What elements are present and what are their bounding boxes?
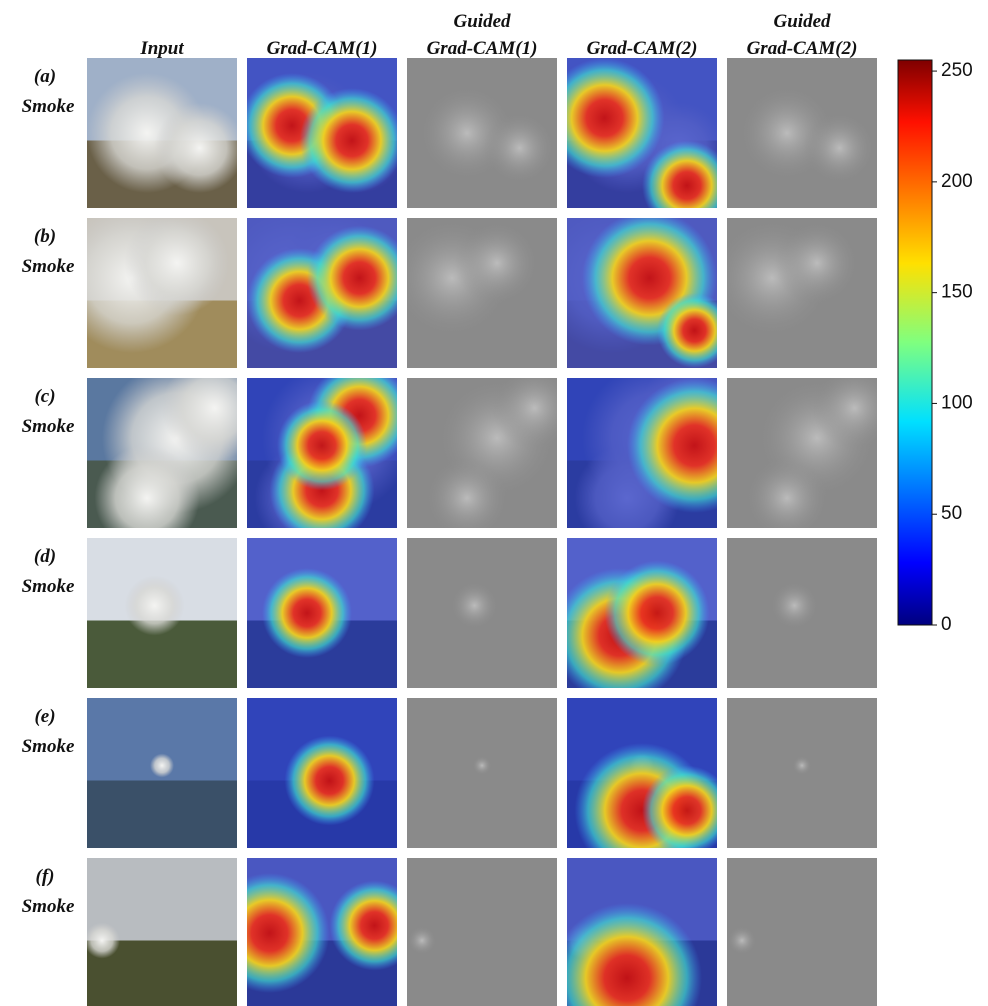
column-header: Input: [139, 38, 184, 59]
row-label: (d): [34, 546, 56, 567]
blob: [605, 561, 710, 666]
row-class: Smoke: [22, 736, 75, 757]
image-cell: [727, 58, 877, 208]
colorbar-tick-label: 50: [941, 503, 962, 524]
row-label: (b): [34, 226, 56, 247]
row-class: Smoke: [22, 416, 75, 437]
colorbar-tick-label: 100: [941, 392, 973, 413]
blob: [813, 366, 897, 450]
colorbar-tick-label: 150: [941, 282, 973, 303]
column-header: Grad-CAM(2): [587, 38, 698, 59]
blob: [155, 103, 245, 193]
image-cell: [217, 203, 412, 368]
image-cell: [727, 366, 897, 540]
blob: [285, 736, 375, 826]
blob: [455, 221, 539, 305]
row-label: (c): [34, 386, 55, 407]
image-cell: [407, 698, 557, 848]
blob: [642, 141, 732, 231]
row-class: Smoke: [22, 576, 75, 597]
image-cell: [87, 698, 237, 848]
blob: [307, 226, 412, 331]
image-cell: [87, 538, 237, 688]
row-label: (a): [34, 66, 56, 87]
image-cell: [712, 218, 877, 368]
blob: [472, 756, 491, 775]
column-header: Guided: [774, 11, 832, 32]
image-cell: [727, 858, 877, 1006]
image-cell: [407, 858, 557, 1006]
column-header: Grad-CAM(1): [427, 38, 538, 59]
blob: [125, 211, 230, 316]
image-cell: [247, 698, 397, 848]
image-cell: [567, 698, 732, 878]
column-header: Grad-CAM(2): [747, 38, 858, 59]
image-cell: [407, 538, 557, 688]
colorbar-tick-label: 0: [941, 614, 952, 635]
image-cell: [87, 58, 245, 208]
image-cell: [407, 58, 557, 208]
row-class: Smoke: [22, 256, 75, 277]
blob: [484, 112, 556, 184]
colorbar-tick-label: 250: [941, 60, 973, 81]
blob: [657, 293, 732, 368]
blob: [84, 923, 120, 959]
figure: Input Grad-CAM(1) Guided Grad-CAM(1) Grad-CA…: [0, 0, 988, 1006]
blob: [493, 366, 577, 450]
blob: [330, 881, 420, 971]
blob: [300, 88, 405, 193]
image-cell: [552, 858, 717, 1006]
colorbar-tick-label: 200: [941, 171, 973, 192]
image-cell: [537, 203, 732, 368]
blob: [745, 456, 829, 540]
image-cell: [240, 58, 405, 208]
blob: [792, 756, 811, 775]
image-cell: [407, 366, 577, 540]
image-cell: [247, 356, 427, 551]
row-label: (e): [34, 706, 55, 727]
image-cell: [727, 538, 877, 688]
blob: [262, 568, 352, 658]
blob: [451, 582, 499, 630]
column-header: Guided: [454, 11, 512, 32]
colorbar: [898, 60, 932, 625]
image-cell: [545, 58, 733, 231]
image-cell: [57, 203, 237, 368]
ground: [87, 781, 237, 849]
blob: [545, 58, 665, 178]
image-cell: [727, 698, 877, 848]
image-cell: [247, 538, 397, 688]
row-class: Smoke: [22, 96, 75, 117]
image-cell: [552, 538, 717, 703]
image-cell: [84, 858, 237, 1006]
blob: [775, 221, 859, 305]
image-cell: [87, 356, 267, 551]
blob: [150, 754, 174, 778]
blob: [125, 576, 185, 636]
blob: [804, 112, 876, 184]
blob: [728, 926, 757, 955]
blob: [425, 456, 509, 540]
row-label: (f): [36, 866, 55, 887]
row-class: Smoke: [22, 896, 75, 917]
blob: [408, 926, 437, 955]
blob: [771, 582, 819, 630]
blob: [642, 766, 732, 856]
image-cell: [210, 858, 420, 1006]
image-cell: [392, 218, 557, 368]
blob: [277, 401, 367, 491]
column-header: Grad-CAM(1): [267, 38, 378, 59]
blob: [95, 446, 200, 551]
